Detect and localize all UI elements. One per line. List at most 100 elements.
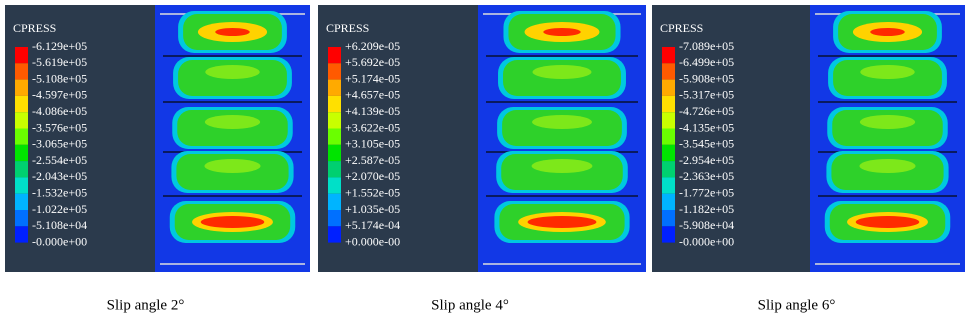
legend-swatch — [328, 47, 341, 63]
legend-label: +6.209e-05 — [345, 39, 400, 53]
legend-label: +2.587e-05 — [345, 153, 400, 167]
legend-label: -5.619e+05 — [32, 55, 87, 69]
legend-label: -5.108e+05 — [32, 71, 87, 85]
legend-swatch — [15, 194, 28, 210]
legend-swatch — [15, 63, 28, 79]
legend-label: -4.135e+05 — [679, 120, 734, 134]
legend-swatch — [328, 210, 341, 226]
caption: Slip angle 6° — [758, 297, 836, 313]
legend-label: +4.657e-05 — [345, 88, 400, 102]
legend-label: -4.597e+05 — [32, 88, 87, 102]
legend-label: -5.908e+05 — [679, 71, 734, 85]
contact-mid — [532, 159, 593, 173]
legend-swatch — [15, 129, 28, 145]
legend-title: CPRESS — [326, 21, 369, 35]
contact-mid — [860, 65, 914, 79]
contact-mid — [532, 115, 592, 129]
legend-label: +0.000e-00 — [345, 234, 400, 248]
panel: CPRESS -7.089e+05 -6.499e+05 -5.908e+05 -5.3… — [652, 5, 965, 272]
contact-peak — [215, 28, 250, 36]
legend-swatch — [662, 177, 675, 193]
legend-swatch — [328, 80, 341, 96]
legend-swatch — [328, 129, 341, 145]
legend-swatch — [15, 96, 28, 112]
legend-label: +5.174e-05 — [345, 71, 400, 85]
legend-swatch — [15, 47, 28, 63]
legend-swatch — [662, 112, 675, 128]
legend-label: -3.576e+05 — [32, 120, 87, 134]
legend-label: +3.622e-05 — [345, 120, 400, 134]
contact-peak — [856, 216, 920, 228]
legend-label: -3.545e+05 — [679, 137, 734, 151]
legend-swatch — [328, 112, 341, 128]
legend-swatch — [662, 63, 675, 79]
contact-mid — [860, 115, 915, 129]
legend-swatch — [15, 177, 28, 193]
legend-swatch — [328, 177, 341, 193]
contact-peak — [201, 216, 265, 228]
legend-swatch — [662, 210, 675, 226]
legend-swatch — [662, 145, 675, 161]
legend-swatch — [662, 194, 675, 210]
legend-label: -0.000e+00 — [32, 234, 87, 248]
legend-swatch — [328, 161, 341, 177]
legend-swatch — [15, 145, 28, 161]
legend-swatch — [662, 80, 675, 96]
contact-mid — [859, 159, 915, 173]
legend-label: -2.954e+05 — [679, 153, 734, 167]
legend-swatch — [328, 145, 341, 161]
panel: CPRESS -6.129e+05 -5.619e+05 -5.108e+05 -4.5… — [5, 5, 310, 272]
legend-swatch — [328, 194, 341, 210]
legend-label: -6.129e+05 — [32, 39, 87, 53]
legend-label: +2.070e-05 — [345, 169, 400, 183]
legend-title: CPRESS — [660, 21, 703, 35]
legend-swatch — [662, 129, 675, 145]
legend-swatch — [15, 226, 28, 242]
legend-swatch — [662, 47, 675, 63]
legend-title: CPRESS — [13, 21, 56, 35]
legend-label: +5.692e-05 — [345, 55, 400, 69]
legend-label: -3.065e+05 — [32, 137, 87, 151]
contact-mid — [204, 159, 260, 173]
legend-label: -0.000e+00 — [679, 234, 734, 248]
legend-label: +5.174e-04 — [345, 218, 400, 232]
legend-swatch — [662, 226, 675, 242]
legend-label: -1.022e+05 — [32, 202, 87, 216]
legend-label: -1.772e+05 — [679, 185, 734, 199]
legend-label: -2.043e+05 — [32, 169, 87, 183]
legend-label: -1.532e+05 — [32, 185, 87, 199]
contact-peak — [543, 28, 580, 36]
figure: CPRESS -6.129e+05 -5.619e+05 -5.108e+05 -4.5… — [0, 0, 971, 326]
contact-peak — [528, 216, 597, 228]
legend-swatch — [15, 80, 28, 96]
legend-label: +3.105e-05 — [345, 137, 400, 151]
legend-label: -7.089e+05 — [679, 39, 734, 53]
legend-swatch — [328, 63, 341, 79]
legend-label: -2.554e+05 — [32, 153, 87, 167]
legend-swatch — [328, 96, 341, 112]
legend-swatch — [662, 161, 675, 177]
contact-mid — [533, 65, 592, 79]
legend-label: +1.035e-05 — [345, 202, 400, 216]
legend-label: +1.552e-05 — [345, 185, 400, 199]
legend-swatch — [328, 226, 341, 242]
legend-label: -1.182e+05 — [679, 202, 734, 216]
panel: CPRESS +6.209e-05 +5.692e-05 +5.174e-05 +4.6… — [318, 5, 646, 272]
legend-label: -5.108e+04 — [32, 218, 87, 232]
legend-swatch — [15, 112, 28, 128]
caption: Slip angle 4° — [431, 297, 509, 313]
contact-peak — [870, 28, 905, 36]
legend-label: -6.499e+05 — [679, 55, 734, 69]
contact-mid — [205, 65, 259, 79]
legend-swatch — [15, 210, 28, 226]
legend-label: -5.317e+05 — [679, 88, 734, 102]
contact-mid — [205, 115, 260, 129]
legend-swatch — [662, 96, 675, 112]
legend-label: -5.908e+04 — [679, 218, 734, 232]
legend-label: -4.726e+05 — [679, 104, 734, 118]
legend-label: -4.086e+05 — [32, 104, 87, 118]
legend-label: +4.139e-05 — [345, 104, 400, 118]
legend-label: -2.363e+05 — [679, 169, 734, 183]
caption: Slip angle 2° — [107, 297, 185, 313]
legend-swatch — [15, 161, 28, 177]
